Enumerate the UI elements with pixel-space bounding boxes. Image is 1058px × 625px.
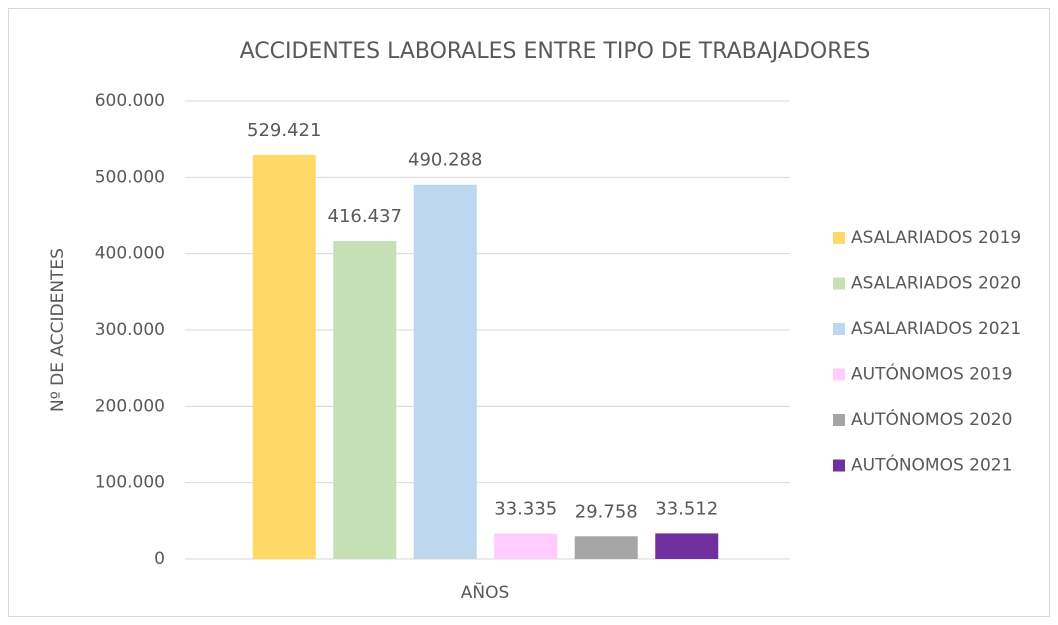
legend-swatch [833,368,845,381]
legend-swatch [833,277,845,290]
data-label: 490.288 [408,150,482,171]
legend-swatch [833,232,845,244]
y-tick-label: 300.000 [95,320,165,340]
data-label: 29.758 [575,501,638,522]
legend-label: AUTÓNOMOS 2021 [851,454,1012,476]
data-label: 416.437 [328,206,402,227]
bar [494,533,558,559]
legend-label: ASALARIADOS 2020 [851,274,1021,294]
bar [413,184,477,559]
x-axis-label: AÑOS [461,581,510,603]
legend-label: ASALARIADOS 2021 [851,319,1021,339]
legend-label: AUTÓNOMOS 2020 [851,408,1012,430]
chart-title: ACCIDENTES LABORALES ENTRE TIPO DE TRABA… [240,39,871,64]
data-label: 529.421 [247,120,321,141]
bar [252,154,316,559]
data-label: 33.512 [655,498,718,519]
y-tick-label: 600.000 [95,91,165,111]
chart-frame [8,8,1050,617]
bar [574,536,638,559]
y-tick-label: 500.000 [95,167,165,187]
y-tick-label: 0 [154,549,165,569]
y-tick-label: 100.000 [95,473,165,493]
legend-swatch [833,459,845,472]
y-axis-label: Nº DE ACCIDENTES [48,248,68,412]
bar [333,241,397,559]
legend-label: ASALARIADOS 2019 [851,228,1021,248]
y-tick-label: 200.000 [95,396,165,416]
legend-label: AUTÓNOMOS 2019 [851,363,1012,385]
bar [655,533,719,559]
y-tick-label: 400.000 [95,244,165,264]
legend-swatch [833,414,845,426]
data-label: 33.335 [494,499,557,520]
legend-swatch [833,323,845,335]
